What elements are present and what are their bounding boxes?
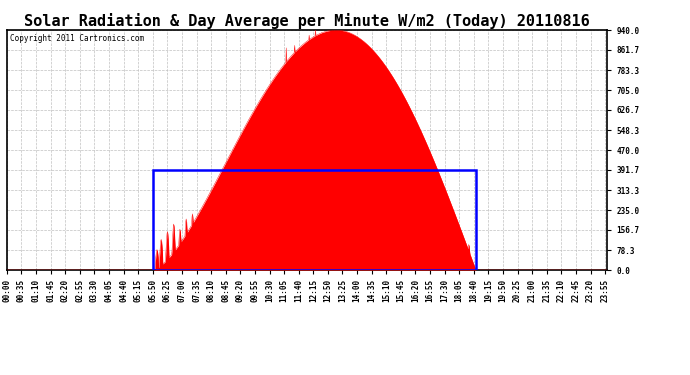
Bar	[152, 170, 476, 270]
Title: Solar Radiation & Day Average per Minute W/m2 (Today) 20110816: Solar Radiation & Day Average per Minute…	[24, 13, 590, 29]
Text: Copyright 2011 Cartronics.com: Copyright 2011 Cartronics.com	[10, 34, 144, 43]
